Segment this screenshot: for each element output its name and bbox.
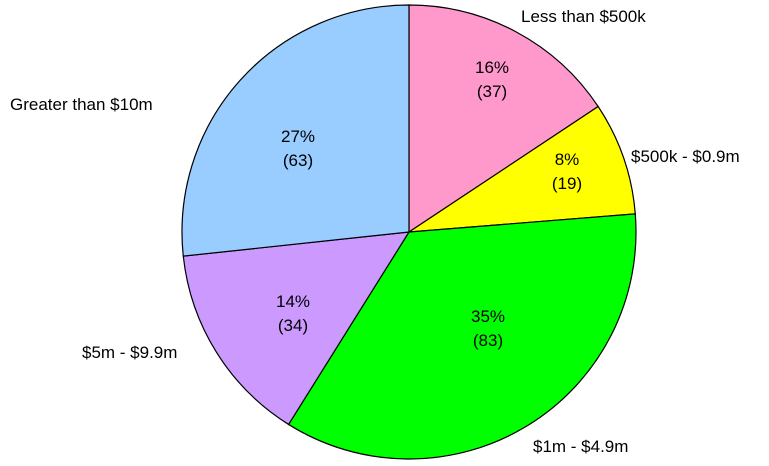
pie-slice [287,213,637,460]
pie-slice [181,4,410,257]
slice-count-label: (83) [473,331,503,350]
slice-category-label: Greater than $10m [10,95,153,114]
slice-count-label: (63) [283,151,313,170]
pie-slices [181,4,637,460]
slice-percent-label: 27% [281,127,315,146]
slice-category-label: Less than $500k [521,7,646,26]
slice-percent-label: 8% [555,150,580,169]
slice-percent-label: 35% [471,307,505,326]
slice-count-label: (34) [278,316,308,335]
pie-slice [406,105,636,233]
slice-count-label: (19) [552,174,582,193]
pie-slice [182,231,411,426]
slice-percent-label: 16% [475,58,509,77]
slice-category-label: $5m - $9.9m [82,343,177,362]
slice-category-label: $1m - $4.9m [533,437,628,456]
pie-slice [408,4,599,234]
slice-count-label: (37) [477,82,507,101]
pie-labels: 16% (37) Less than $500k 8% (19) $500k - $0.9… [10,7,740,456]
slice-category-label: $500k - $0.9m [631,147,740,166]
slice-percent-label: 14% [276,292,310,311]
